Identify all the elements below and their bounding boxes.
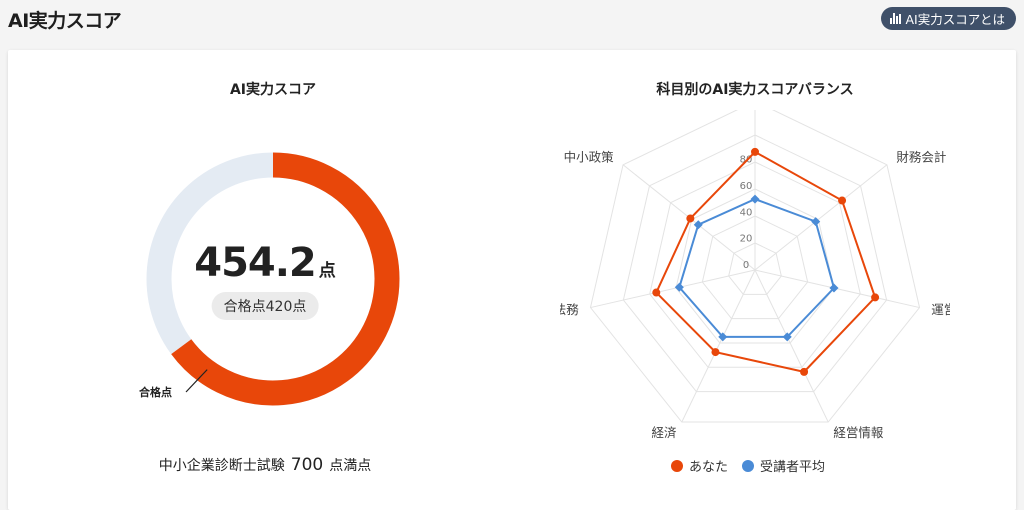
radar-category-label: 中小政策 (564, 149, 615, 164)
radar-category-label: 経営情報 (833, 425, 884, 440)
radar-series-line-you (655, 150, 877, 373)
radar-point-you (871, 293, 880, 302)
exam-max-points: 700 (290, 455, 324, 475)
radar-grid-ring (701, 215, 809, 320)
legend-item-you[interactable]: あなた (671, 456, 728, 475)
radar-spoke (754, 164, 888, 271)
radar-chart: 020406080企業経営財務会計運営管理経営情報経済経営法務中小政策 (560, 110, 950, 440)
radar-category-label: 経営法務 (560, 302, 579, 317)
legend-label-average: 受講者平均 (760, 460, 826, 475)
legend-swatch-average (742, 459, 755, 472)
radar-spoke (590, 269, 756, 309)
pass-marker-line (185, 369, 208, 393)
score-unit: 点 (318, 261, 336, 281)
radar-spoke (754, 269, 829, 423)
radar-point-average (750, 194, 760, 204)
bar-chart-icon (889, 13, 901, 24)
radar-grid-ring (622, 134, 888, 393)
score-value: 454.2 (194, 240, 317, 286)
radar-spoke (681, 269, 756, 423)
radar-category-label: 経済 (652, 425, 678, 440)
exam-name: 中小企業診断士試験 (158, 458, 285, 474)
radar-tick-label: 0 (743, 260, 749, 271)
radar-category-label: 財務会計 (896, 149, 946, 164)
radar-grid-ring (728, 242, 782, 295)
pass-marker-label: 合格点 (139, 386, 172, 399)
radar-point-you (652, 288, 661, 297)
radar-grid-ring (649, 161, 861, 368)
radar-point-you (838, 196, 847, 205)
exam-info: 中小企業診断士試験 700 点満点 (159, 455, 371, 475)
radar-panel-title: 科目別のAI実力スコアバランス (656, 82, 854, 98)
radar-tick-label: 60 (740, 181, 753, 192)
radar-tick-label: 20 (740, 234, 753, 245)
about-score-label: AI実力スコアとは (905, 12, 1006, 27)
radar-point-you (686, 214, 695, 223)
radar-grid-ring (675, 188, 835, 344)
page-title: AI実力スコア (8, 10, 122, 32)
legend-label-you: あなた (689, 460, 729, 475)
radar-point-average (693, 220, 703, 230)
radar-legend: あなた 受講者平均 (671, 456, 825, 475)
radar-point-you (711, 348, 720, 357)
radar-category-label: 運営管理 (931, 302, 950, 317)
radar-point-average (811, 217, 821, 227)
radar-point-you (751, 147, 759, 156)
radar-point-you (800, 367, 809, 376)
legend-item-average[interactable]: 受講者平均 (742, 456, 825, 475)
donut-score-arc (171, 152, 400, 406)
exam-max-suffix: 点満点 (329, 458, 372, 474)
score-panel-title: AI実力スコア (229, 82, 317, 98)
radar-series-line-average (678, 198, 836, 338)
score-card (8, 50, 1016, 510)
score-donut-chart (146, 152, 400, 406)
about-score-button[interactable]: AI実力スコアとは (880, 7, 1016, 30)
score-display: 454.2 点 (194, 240, 336, 286)
legend-swatch-you (671, 459, 683, 472)
radar-tick-label: 40 (740, 207, 753, 218)
pass-score-badge: 合格点420点 (211, 292, 319, 320)
radar-grid-ring (589, 110, 921, 423)
